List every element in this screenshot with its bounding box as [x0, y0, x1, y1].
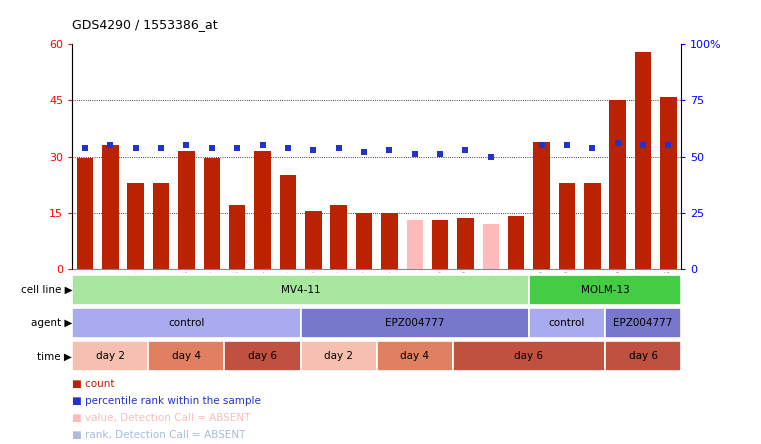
Text: control: control	[549, 318, 585, 328]
Bar	[635, 52, 651, 269]
Bar	[432, 220, 448, 269]
Bar	[584, 182, 600, 269]
Text: control: control	[168, 318, 205, 328]
Bar	[178, 151, 195, 269]
Text: day 6: day 6	[248, 351, 277, 361]
Text: agent ▶: agent ▶	[31, 318, 72, 328]
Text: day 4: day 4	[400, 351, 429, 361]
Text: EPZ004777: EPZ004777	[385, 318, 444, 328]
Bar	[254, 151, 271, 269]
Bar	[661, 97, 677, 269]
Bar	[457, 218, 474, 269]
Bar	[610, 100, 626, 269]
Bar	[224, 341, 301, 371]
Bar	[280, 175, 296, 269]
Bar	[305, 211, 322, 269]
Bar	[148, 341, 224, 371]
Bar	[204, 159, 220, 269]
Text: MV4-11: MV4-11	[281, 285, 320, 295]
Text: cell line ▶: cell line ▶	[21, 285, 72, 295]
Bar	[330, 205, 347, 269]
Bar	[508, 216, 524, 269]
Text: time ▶: time ▶	[37, 351, 72, 361]
Text: EPZ004777: EPZ004777	[613, 318, 673, 328]
Text: ■ rank, Detection Call = ABSENT: ■ rank, Detection Call = ABSENT	[72, 429, 246, 440]
Bar	[72, 308, 301, 338]
Bar	[301, 308, 529, 338]
Bar	[482, 224, 499, 269]
Text: day 6: day 6	[629, 351, 658, 361]
Text: day 6: day 6	[514, 351, 543, 361]
Bar	[301, 341, 377, 371]
Bar	[529, 308, 605, 338]
Bar	[229, 205, 246, 269]
Bar	[128, 182, 144, 269]
Bar	[72, 275, 529, 305]
Bar	[605, 308, 681, 338]
Bar	[529, 275, 681, 305]
Bar	[356, 213, 372, 269]
Text: day 2: day 2	[324, 351, 353, 361]
Bar	[102, 145, 119, 269]
Bar	[72, 341, 148, 371]
Text: ■ percentile rank within the sample: ■ percentile rank within the sample	[72, 396, 261, 406]
Text: GDS4290 / 1553386_at: GDS4290 / 1553386_at	[72, 18, 218, 31]
Text: day 2: day 2	[96, 351, 125, 361]
Bar	[77, 159, 94, 269]
Bar	[605, 341, 681, 371]
Bar	[381, 213, 398, 269]
Text: ■ count: ■ count	[72, 379, 115, 389]
Bar	[453, 341, 605, 371]
Bar	[153, 182, 170, 269]
Text: ■ value, Detection Call = ABSENT: ■ value, Detection Call = ABSENT	[72, 412, 250, 423]
Bar	[533, 142, 550, 269]
Text: day 4: day 4	[172, 351, 201, 361]
Bar	[559, 182, 575, 269]
Bar	[406, 220, 423, 269]
Text: MOLM-13: MOLM-13	[581, 285, 629, 295]
Bar	[377, 341, 453, 371]
